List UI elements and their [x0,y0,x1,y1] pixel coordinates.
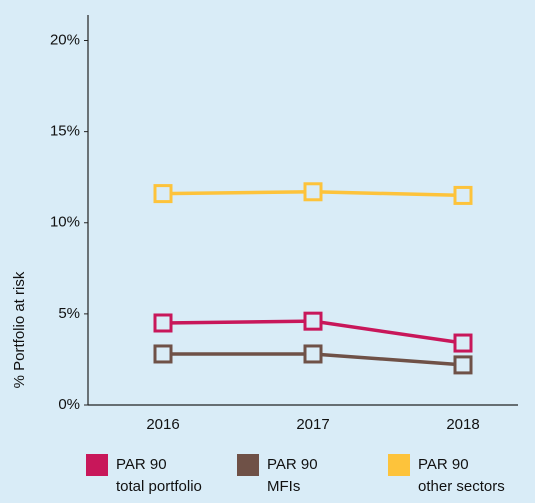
y-tick-label: 5% [58,305,80,322]
x-tick-label: 2017 [296,416,329,433]
point-marker [453,333,473,353]
legend-label: PAR 90 other sectors [418,456,505,495]
x-tick-label: 2018 [446,416,479,433]
point-marker [303,311,323,331]
point-marker [153,344,173,364]
point-marker [303,344,323,364]
y-tick-label: 10% [50,214,80,231]
y-tick-label: 0% [58,396,80,413]
point-marker [453,355,473,375]
legend-label: PAR 90 total portfolio [116,456,202,495]
point-marker [153,184,173,204]
y-axis-label: % Portfolio at risk [11,271,28,388]
y-tick-label: 15% [50,123,80,140]
point-marker [453,185,473,205]
legend-swatch [237,454,259,476]
x-tick-label: 2016 [146,416,179,433]
legend-label: PAR 90 MFIs [267,456,318,495]
legend-swatch [86,454,108,476]
point-marker [303,182,323,202]
legend-swatch [388,454,410,476]
y-tick-label: 20% [50,31,80,48]
point-marker [153,313,173,333]
